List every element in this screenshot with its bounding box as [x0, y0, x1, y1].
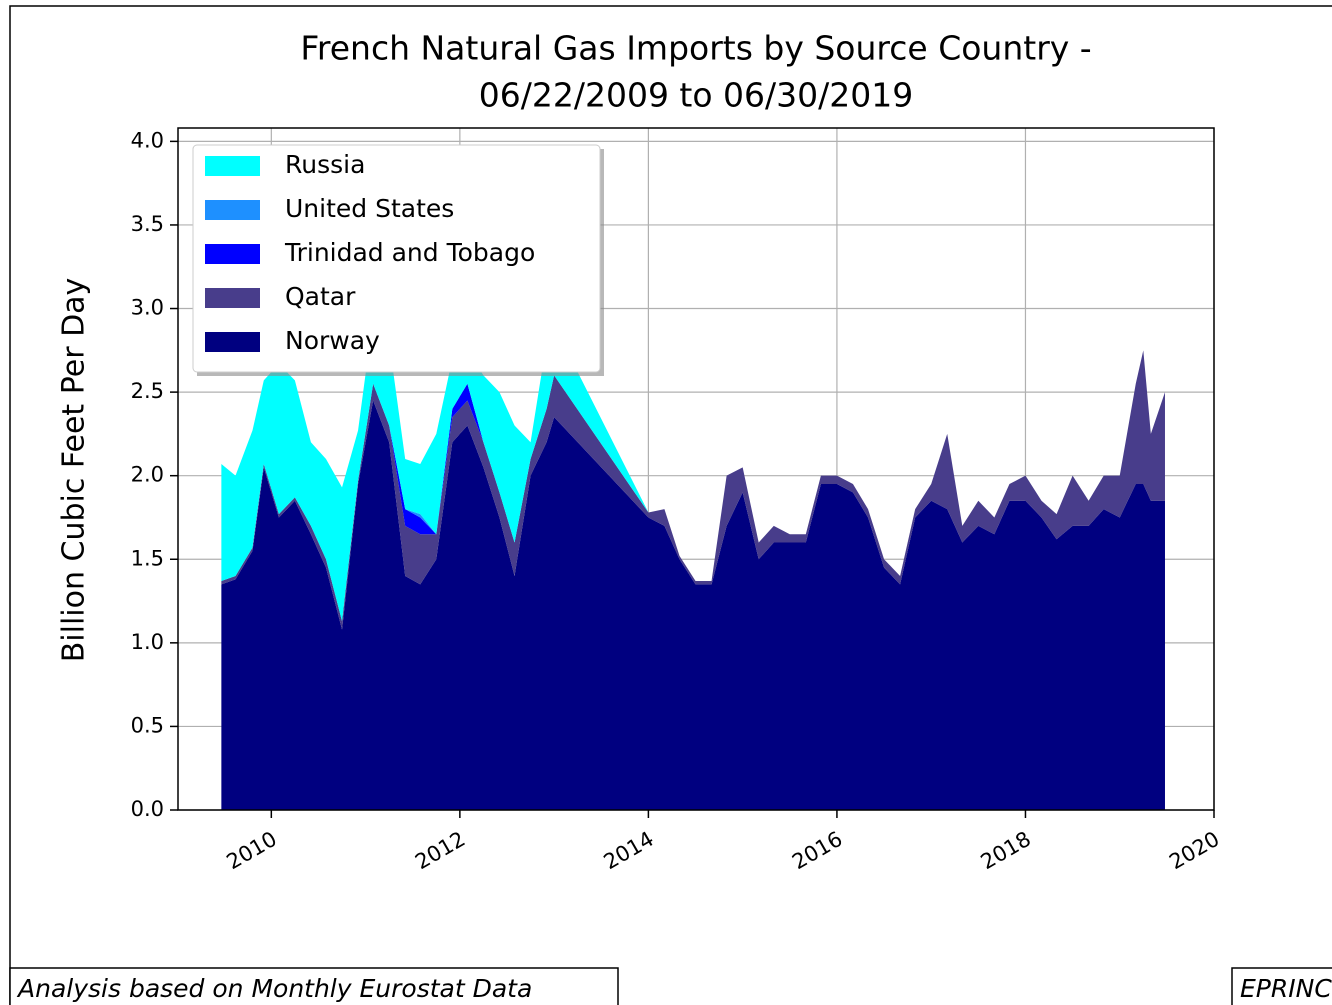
legend-label: Trinidad and Tobago [284, 238, 535, 267]
y-tick-label: 3.5 [131, 212, 164, 236]
y-tick-label: 2.0 [131, 463, 164, 487]
footer-box [1231, 967, 1332, 1005]
y-tick-label: 0.5 [131, 713, 164, 737]
chart-subtitle: 06/22/2009 to 06/30/2019 [479, 76, 914, 115]
legend-label: United States [285, 194, 454, 223]
legend-label: Qatar [285, 282, 356, 311]
area [221, 316, 1165, 622]
chart-title: French Natural Gas Imports by Source Cou… [300, 29, 1091, 68]
legend-swatch [205, 156, 260, 176]
legend-swatch [205, 288, 260, 308]
legend-swatch [205, 200, 260, 220]
legend-label: Russia [285, 150, 365, 179]
area [221, 350, 1165, 630]
footer-box [9, 967, 619, 1005]
plot-frame [177, 127, 1215, 811]
y-tick-label: 1.0 [131, 630, 164, 654]
area [221, 400, 1165, 810]
y-tick-label: 2.5 [131, 379, 164, 403]
y-axis-label: Billion Cubic Feet Per Day [57, 278, 92, 663]
y-tick-label: 1.5 [131, 546, 164, 570]
y-tick-label: 3.0 [131, 296, 164, 320]
legend-swatch [205, 244, 260, 264]
footer-left: Analysis based on Monthly Eurostat Data [16, 974, 532, 1003]
footer-right: EPRINC [1240, 974, 1332, 1003]
legend-swatch [205, 332, 260, 352]
legend-label: Norway [285, 326, 380, 355]
legend [192, 144, 601, 373]
y-tick-label: 4.0 [131, 128, 164, 152]
y-tick-label: 0.0 [131, 797, 164, 821]
